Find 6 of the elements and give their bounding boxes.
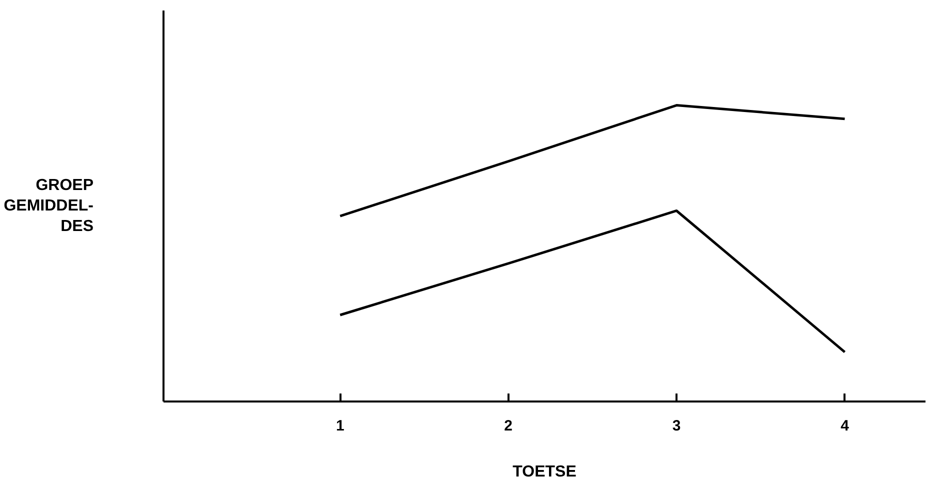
x-tick-label: 2 <box>504 418 513 434</box>
x-tick-label: 3 <box>672 418 681 434</box>
x-tick-label: 1 <box>336 418 344 434</box>
y-axis-title: GROEP GEMIDDEL- DES <box>4 177 94 235</box>
x-tick-label: 4 <box>840 418 850 434</box>
x-axis-title: TOETSE <box>512 464 577 480</box>
